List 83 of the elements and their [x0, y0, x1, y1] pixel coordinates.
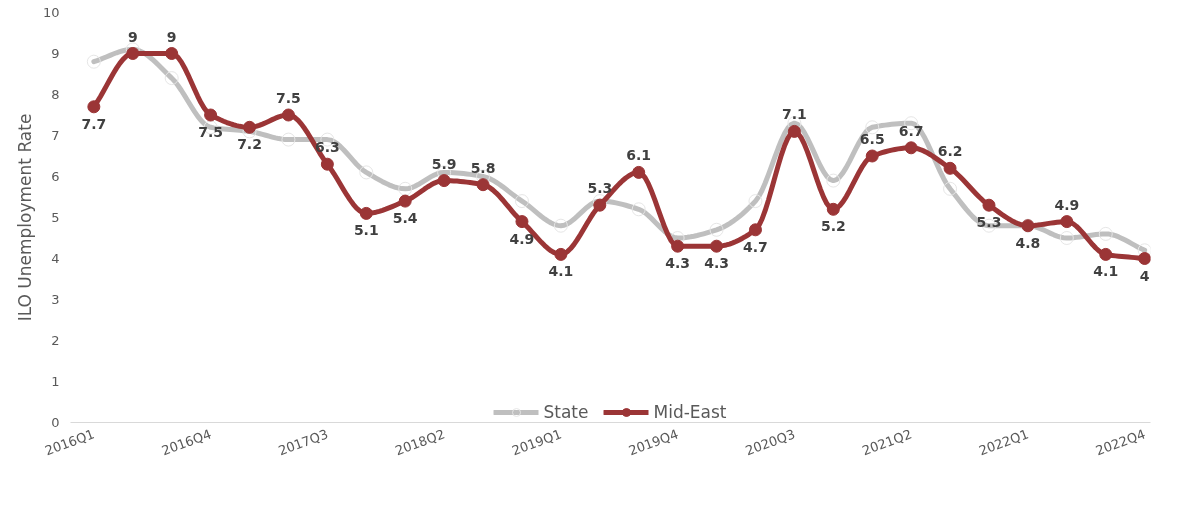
y-tick-label: 8 — [51, 87, 60, 102]
point — [904, 141, 918, 155]
point — [359, 206, 373, 220]
data-label: 4.1 — [1093, 263, 1119, 280]
data-label: 6.7 — [898, 122, 924, 139]
data-label: 4.3 — [665, 255, 691, 272]
y-tick-label: 1 — [51, 374, 60, 389]
point — [437, 174, 451, 188]
data-label: 4.9 — [509, 230, 535, 247]
point — [1060, 215, 1074, 229]
point — [710, 239, 724, 253]
point — [826, 202, 840, 216]
point — [87, 100, 101, 114]
data-label: 5.3 — [976, 214, 1002, 231]
point — [1138, 252, 1151, 265]
point — [748, 223, 762, 237]
data-label: 5.1 — [353, 222, 379, 239]
point — [943, 161, 957, 175]
y-tick-label: 6 — [51, 169, 60, 184]
data-label: 5.9 — [431, 155, 457, 172]
point — [1099, 247, 1113, 261]
point — [631, 202, 646, 217]
legend-label: Mid-East — [653, 402, 727, 422]
point — [243, 120, 257, 134]
point — [943, 181, 958, 196]
point — [982, 198, 996, 212]
y-tick-label: 5 — [51, 210, 60, 225]
point — [1098, 226, 1113, 241]
y-tick-label: 3 — [51, 292, 60, 307]
data-label: 4.9 — [1054, 196, 1080, 213]
point — [632, 165, 646, 179]
point — [86, 54, 101, 69]
point — [709, 222, 724, 237]
point — [514, 194, 529, 209]
legend-label: State — [543, 402, 589, 422]
point — [398, 194, 412, 208]
data-label: 5.8 — [470, 159, 496, 176]
point — [126, 47, 140, 60]
data-label: 4.7 — [743, 238, 768, 255]
y-tick-label: 9 — [51, 46, 60, 61]
point — [164, 71, 179, 86]
data-label: 4.3 — [704, 255, 729, 272]
point — [204, 108, 218, 122]
point — [748, 194, 763, 209]
y-tick-label: 4 — [51, 251, 60, 266]
point — [826, 173, 841, 188]
data-label: 4.1 — [548, 263, 574, 280]
y-tick-label: 2 — [51, 333, 60, 348]
point — [671, 239, 685, 253]
point — [165, 47, 179, 60]
data-label: 7.1 — [781, 106, 807, 123]
point — [281, 132, 296, 147]
data-label: 7.7 — [81, 115, 107, 132]
data-label: 6.5 — [859, 131, 885, 147]
y-axis-title: ILO Unemployment Rate — [14, 113, 35, 322]
point — [787, 124, 801, 138]
point — [593, 198, 607, 212]
data-label: 5.2 — [820, 218, 846, 235]
y-tick-label: 10 — [42, 5, 60, 20]
data-label: 5.3 — [587, 180, 613, 197]
data-label: 6.2 — [937, 143, 963, 160]
data-label: 4.8 — [1015, 234, 1041, 251]
point — [865, 149, 879, 163]
data-label: 9 — [166, 28, 177, 45]
point — [554, 247, 568, 261]
data-label: 7.2 — [237, 136, 262, 153]
point — [476, 178, 490, 192]
point — [553, 218, 568, 233]
point — [398, 181, 413, 196]
point — [1059, 231, 1074, 245]
data-label: 5.4 — [392, 210, 418, 227]
point — [359, 165, 374, 180]
data-label: 7.5 — [198, 124, 224, 140]
point — [281, 108, 295, 122]
point — [515, 215, 529, 229]
data-label: 4 — [1139, 267, 1150, 284]
point — [320, 157, 334, 171]
data-label: 9 — [127, 28, 138, 45]
data-label: 7.5 — [276, 90, 301, 106]
data-label: 6.1 — [626, 147, 652, 164]
y-tick-label: 7 — [51, 128, 60, 143]
y-tick-label: 0 — [51, 415, 60, 430]
point — [865, 120, 880, 135]
